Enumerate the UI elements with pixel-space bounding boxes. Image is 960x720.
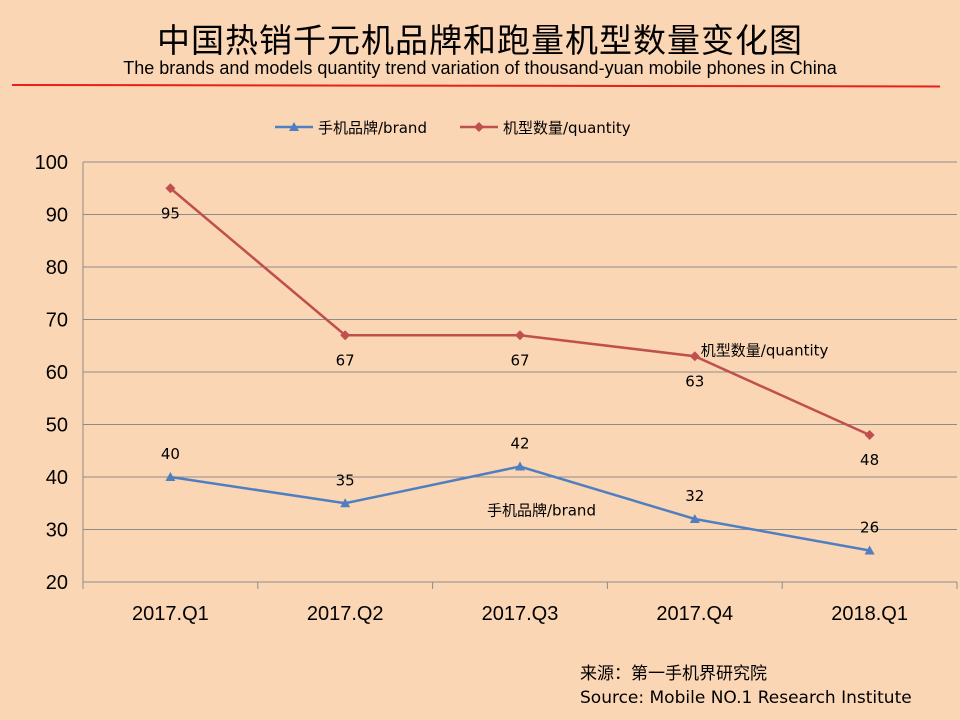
data-point: [515, 330, 525, 341]
data-point: [340, 330, 351, 341]
data-point: [340, 498, 351, 508]
source-note: 来源：第一手机界研究院 Source: Mobile NO.1 Research…: [580, 662, 912, 710]
y-tick-label: 50: [46, 415, 68, 437]
legend-marker-brand: [289, 122, 299, 131]
data-label: 32: [685, 487, 704, 505]
y-tick-label: 60: [46, 362, 68, 384]
data-label: 95: [161, 204, 180, 222]
series-label-quantity: 机型数量/quantity: [701, 341, 829, 359]
chart-subtitle: The brands and models quantity trend var…: [123, 58, 837, 78]
x-tick-label: 2017.Q4: [656, 603, 733, 625]
y-tick-label: 80: [46, 257, 68, 279]
chart-title: 中国热销千元机品牌和跑量机型数量变化图: [157, 21, 803, 60]
data-point: [864, 430, 875, 440]
source-en: Source: Mobile NO.1 Research Institute: [580, 688, 912, 708]
data-label: 63: [685, 372, 704, 390]
data-point: [689, 514, 700, 523]
data-point: [165, 183, 176, 194]
y-tick-label: 40: [46, 467, 68, 489]
series-line-quantity: [169, 187, 871, 437]
y-tick-label: 70: [46, 310, 68, 332]
y-tick-label: 90: [46, 205, 68, 227]
data-point: [864, 545, 875, 555]
data-point: [689, 351, 700, 362]
data-label: 26: [860, 519, 879, 537]
legend-label-quantity: 机型数量/quantity: [503, 119, 631, 137]
data-label: 35: [336, 471, 355, 489]
data-label: 67: [510, 351, 529, 369]
source-cn: 来源：第一手机界研究院: [580, 664, 767, 684]
x-tick-label: 2017.Q3: [482, 603, 559, 625]
x-tick-label: 2018.Q1: [831, 603, 908, 625]
series-label-brand: 手机品牌/brand: [487, 502, 596, 520]
legend-label-brand: 手机品牌/brand: [318, 119, 427, 137]
data-label: 67: [336, 351, 355, 369]
data-label: 40: [161, 445, 180, 463]
data-label: 42: [510, 435, 529, 453]
y-tick-label: 20: [46, 572, 68, 594]
data-point: [165, 472, 176, 481]
y-tick-label: 100: [35, 152, 68, 174]
data-point: [515, 461, 525, 471]
legend-marker-quantity: [474, 122, 484, 132]
data-label: 48: [860, 451, 879, 469]
y-tick-label: 30: [46, 520, 68, 542]
x-tick-label: 2017.Q1: [132, 603, 209, 625]
x-tick-label: 2017.Q2: [307, 603, 384, 625]
